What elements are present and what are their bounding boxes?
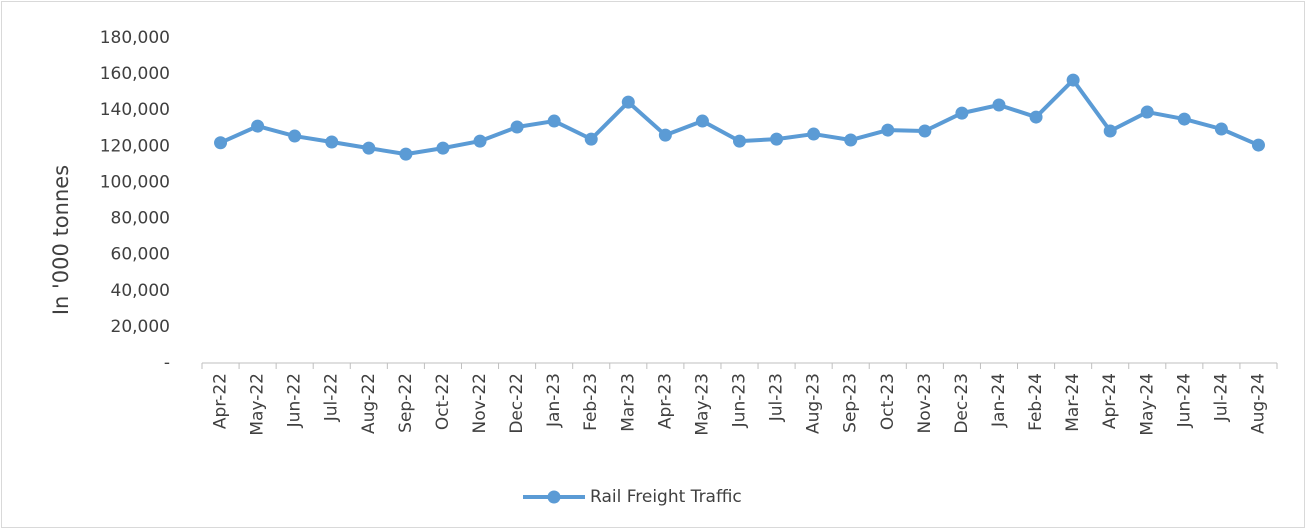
y-tick-label: 60,000 bbox=[111, 245, 170, 265]
y-tick-label: 20,000 bbox=[111, 317, 170, 337]
x-tick-label: Feb-24 bbox=[1026, 373, 1046, 431]
point bbox=[510, 120, 524, 134]
legend-label: Rail Freight Traffic bbox=[590, 487, 742, 507]
x-tick-label: Jul-24 bbox=[1211, 373, 1231, 422]
y-tick-label: 120,000 bbox=[100, 136, 170, 156]
point bbox=[881, 123, 895, 137]
point bbox=[955, 106, 969, 120]
x-tick-label: Jul-22 bbox=[322, 373, 342, 422]
point bbox=[1214, 122, 1228, 136]
x-tick-label: May-22 bbox=[248, 373, 268, 436]
point bbox=[288, 129, 302, 143]
y-tick-label: 140,000 bbox=[100, 100, 170, 120]
x-tick-label: Mar-23 bbox=[618, 373, 638, 432]
x-tick-label: Oct-22 bbox=[433, 373, 453, 430]
legend-marker bbox=[547, 490, 561, 504]
point bbox=[547, 114, 561, 128]
point bbox=[695, 114, 709, 128]
point bbox=[251, 119, 265, 133]
x-tick-label: Jun-22 bbox=[285, 373, 305, 428]
y-tick-label: 80,000 bbox=[111, 209, 170, 229]
x-tick-label: Apr-24 bbox=[1100, 373, 1120, 429]
x-tick-label: Sep-22 bbox=[396, 373, 416, 433]
y-tick-label: 100,000 bbox=[100, 172, 170, 192]
point bbox=[325, 135, 339, 149]
point bbox=[621, 95, 635, 109]
x-tick-label: May-23 bbox=[692, 373, 712, 436]
x-tick-label: Jun-23 bbox=[730, 373, 750, 428]
y-tick-label: 40,000 bbox=[111, 281, 170, 301]
point bbox=[844, 133, 858, 147]
x-tick-label: Jan-23 bbox=[544, 373, 564, 428]
point bbox=[1251, 138, 1265, 152]
x-tick-label: Jul-23 bbox=[767, 373, 787, 422]
x-tick-label: Jun-24 bbox=[1174, 373, 1194, 428]
y-tick-label: 180,000 bbox=[100, 28, 170, 48]
point bbox=[1066, 73, 1080, 87]
y-axis-label: In '000 tonnes bbox=[49, 165, 73, 315]
x-tick-label: Feb-23 bbox=[581, 373, 601, 431]
x-tick-label: Mar-24 bbox=[1063, 373, 1083, 432]
point bbox=[1140, 105, 1154, 119]
x-tick-label: Dec-22 bbox=[507, 373, 527, 434]
x-tick-label: Dec-23 bbox=[952, 373, 972, 434]
point bbox=[584, 132, 598, 146]
x-tick-label: Jan-24 bbox=[989, 373, 1009, 428]
point bbox=[1177, 112, 1191, 126]
x-tick-label: Aug-22 bbox=[359, 373, 379, 434]
x-tick-label: May-24 bbox=[1137, 373, 1157, 436]
x-tick-label: Sep-23 bbox=[841, 373, 861, 433]
x-tick-label: Oct-23 bbox=[878, 373, 898, 430]
point bbox=[733, 134, 746, 148]
point bbox=[473, 134, 487, 148]
y-tick-label: - bbox=[164, 353, 170, 373]
point bbox=[214, 136, 228, 150]
point bbox=[770, 132, 784, 146]
point bbox=[1103, 124, 1117, 138]
x-tick-label: Aug-23 bbox=[804, 373, 824, 434]
x-tick-label: Apr-23 bbox=[655, 373, 675, 429]
x-tick-label: Apr-22 bbox=[211, 373, 231, 429]
point bbox=[362, 141, 376, 155]
point bbox=[658, 128, 672, 142]
point bbox=[918, 124, 932, 138]
x-tick-label: Nov-23 bbox=[915, 373, 935, 434]
x-tick-label: Nov-22 bbox=[470, 373, 490, 434]
point bbox=[436, 141, 450, 155]
point bbox=[992, 98, 1006, 112]
point bbox=[399, 147, 413, 161]
x-tick-label: Aug-24 bbox=[1248, 373, 1268, 434]
y-tick-label: 160,000 bbox=[100, 64, 170, 84]
point bbox=[807, 127, 821, 141]
point bbox=[1029, 110, 1043, 124]
